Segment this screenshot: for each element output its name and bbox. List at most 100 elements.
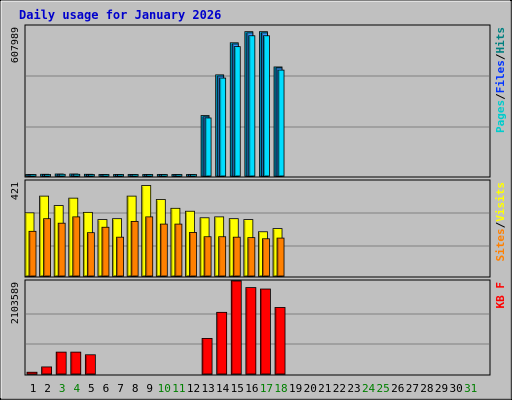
x-tick-label: 2: [44, 382, 51, 395]
x-tick-label: 6: [103, 382, 110, 395]
x-tick-label: 25: [377, 382, 390, 395]
hits-files-pages-legend-part-3: /: [494, 53, 507, 60]
hits-files-pages-legend-part-1: /: [494, 93, 507, 100]
sites-bar: [130, 220, 139, 277]
visits-sites-legend-part-0: Sites: [494, 228, 507, 261]
x-tick-label: 8: [132, 382, 139, 395]
kbytes-ymax-label: 2103589: [10, 282, 21, 324]
x-tick-label: 30: [449, 382, 462, 395]
x-tick-label: 22: [333, 382, 346, 395]
kbytes-bar: [274, 307, 286, 375]
sites-bar: [232, 236, 241, 277]
x-tick-label: 9: [146, 382, 153, 395]
kbytes-bar: [26, 371, 38, 375]
pages-bar: [204, 117, 212, 177]
hits-files-pages-legend-part-4: Hits: [494, 27, 507, 54]
pages-bar: [29, 174, 37, 177]
x-tick-label: 27: [406, 382, 419, 395]
x-tick-label: 5: [88, 382, 95, 395]
pages-bar: [58, 173, 66, 177]
sites-bar: [159, 223, 168, 277]
kbytes-legend-part-0: KB F: [494, 282, 507, 309]
pages-bar: [175, 174, 183, 177]
hits-files-pages-ymax-label: 607989: [10, 27, 21, 63]
pages-bar: [263, 35, 270, 177]
x-axis: 1 2 3 4 5 6 7 8 9 10 11 12 13 14 15 16 17 18 19 20 21 22 23 24 2…: [30, 382, 478, 395]
x-tick-label: 18: [274, 382, 287, 395]
x-tick-label: 12: [187, 382, 200, 395]
visits-sites-ymax-label: 421: [10, 182, 21, 200]
x-tick-label: 3: [59, 382, 66, 395]
x-tick-label: 28: [420, 382, 433, 395]
sites-bar: [57, 222, 66, 277]
pages-bar: [131, 174, 139, 177]
kbytes-bar: [55, 351, 67, 375]
x-tick-label: 19: [289, 382, 302, 395]
hits-files-pages-legend-part-2: Files: [494, 60, 507, 93]
x-tick-label: 23: [347, 382, 360, 395]
pages-bar: [233, 46, 241, 177]
kbytes-plot-area: [24, 279, 491, 376]
pages-bar: [87, 174, 95, 177]
kbytes-bar: [41, 366, 52, 375]
kbytes-bar: [216, 311, 228, 375]
pages-bar: [219, 77, 227, 177]
sites-bar: [174, 223, 183, 277]
x-tick-label: 13: [201, 382, 214, 395]
pages-bar: [248, 35, 256, 177]
sites-bar: [218, 236, 227, 277]
pages-bar: [117, 174, 124, 177]
x-tick-label: 24: [362, 382, 376, 395]
sites-bar: [203, 236, 212, 277]
x-tick-label: 7: [117, 382, 124, 395]
pages-bar: [190, 174, 197, 177]
sites-bar: [43, 218, 51, 277]
kbytes-bar: [84, 354, 96, 375]
sites-bar: [28, 230, 37, 277]
visits-sites-legend-part-2: Visits: [494, 182, 507, 222]
kbytes-bar: [230, 280, 242, 375]
x-tick-label: 15: [231, 382, 244, 395]
sites-bar: [116, 236, 124, 277]
pages-bar: [146, 174, 154, 177]
x-tick-label: 21: [318, 382, 331, 395]
sites-bar: [86, 232, 95, 277]
sites-bar: [247, 237, 256, 277]
x-tick-label: 29: [435, 382, 448, 395]
x-tick-label: 14: [216, 382, 230, 395]
kbytes-bar: [201, 338, 213, 375]
x-tick-label: 17: [260, 382, 273, 395]
x-tick-label: 26: [391, 382, 404, 395]
panels-layer: 607989Pages/Files/Hits421Sites/Visits210…: [10, 24, 507, 376]
kbytes-bar: [260, 288, 271, 375]
pages-bar: [277, 69, 285, 177]
pages-bar: [160, 174, 168, 177]
pages-bar: [44, 174, 51, 177]
x-tick-label: 20: [304, 382, 317, 395]
x-tick-label: 16: [245, 382, 258, 395]
x-tick-label: 1: [30, 382, 37, 395]
hits-files-pages-plot-area: [24, 24, 491, 178]
hits-files-pages-legend: Pages/Files/Hits: [494, 27, 507, 133]
pages-bar: [73, 173, 81, 177]
hits-files-pages-legend-part-0: Pages: [494, 100, 507, 133]
chart-title: Daily usage for January 2026: [19, 8, 221, 22]
sites-bar: [101, 226, 110, 277]
pages-bar: [102, 174, 110, 177]
kbytes-bar: [70, 351, 82, 375]
sites-bar: [189, 232, 197, 277]
x-tick-label: 31: [464, 382, 477, 395]
x-tick-label: 4: [73, 382, 80, 395]
sites-bar: [262, 238, 270, 277]
sites-bar: [276, 237, 285, 277]
sites-bar: [72, 216, 81, 277]
visits-sites-legend: Sites/Visits: [494, 182, 507, 262]
kbytes-legend: KB F: [494, 282, 507, 309]
sites-bar: [145, 216, 154, 277]
x-tick-label: 11: [172, 382, 185, 395]
x-tick-label: 10: [158, 382, 171, 395]
kbytes-bar: [245, 287, 257, 375]
visits-sites-legend-part-1: /: [494, 221, 507, 228]
